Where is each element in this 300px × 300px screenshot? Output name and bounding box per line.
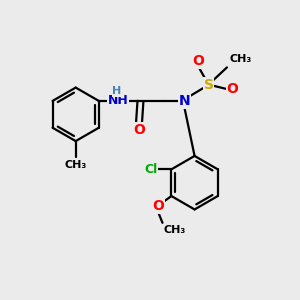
Text: CH₃: CH₃ xyxy=(64,160,87,170)
Text: CH₃: CH₃ xyxy=(229,54,252,64)
Text: NH: NH xyxy=(108,94,129,107)
Text: H: H xyxy=(112,86,121,96)
Text: O: O xyxy=(192,54,204,68)
Text: O: O xyxy=(226,82,238,96)
Text: CH₃: CH₃ xyxy=(164,225,186,235)
Text: S: S xyxy=(203,78,214,92)
Text: O: O xyxy=(133,123,145,137)
Text: Cl: Cl xyxy=(145,163,158,176)
Text: N: N xyxy=(178,94,190,108)
Text: O: O xyxy=(152,200,164,214)
